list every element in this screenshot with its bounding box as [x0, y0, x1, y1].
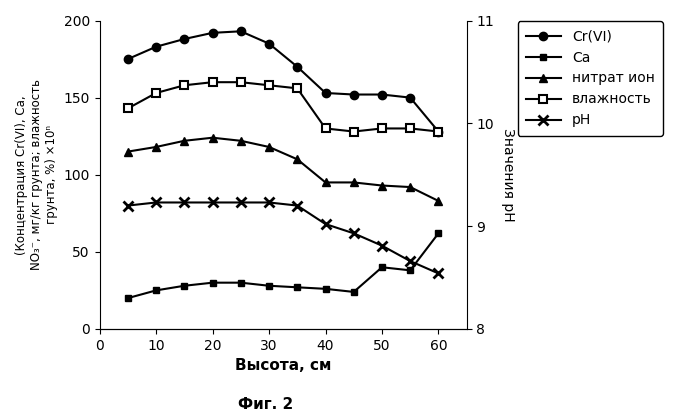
нитрат ион	[350, 180, 358, 185]
Cr(VI)	[350, 92, 358, 97]
влажность	[406, 126, 415, 131]
Line: нитрат ион: нитрат ион	[124, 133, 442, 205]
X-axis label: Высота, см: Высота, см	[235, 358, 331, 373]
Ca	[180, 283, 189, 288]
Ca	[322, 286, 330, 291]
pH	[406, 259, 415, 263]
влажность	[180, 83, 189, 88]
Ca	[237, 280, 245, 285]
Ca	[350, 290, 358, 294]
Legend: Cr(VI), Ca, нитрат ион, влажность, pH: Cr(VI), Ca, нитрат ион, влажность, pH	[518, 21, 663, 136]
Cr(VI)	[434, 129, 442, 134]
Ca	[377, 265, 386, 270]
Line: влажность: влажность	[124, 78, 442, 136]
Text: Фиг. 2: Фиг. 2	[238, 397, 294, 412]
Y-axis label: (Концентрация Cr(VI), Ca,
NO₃⁻, мг/кг грунта; влажность
грунта, %) ×10ⁿ: (Концентрация Cr(VI), Ca, NO₃⁻, мг/кг гр…	[15, 79, 58, 270]
влажность	[152, 90, 160, 95]
pH	[377, 243, 386, 248]
влажность	[265, 83, 273, 88]
Ca	[152, 288, 160, 293]
Ca	[124, 296, 132, 301]
Line: pH: pH	[123, 197, 443, 278]
Ca	[208, 280, 217, 285]
pH	[152, 200, 160, 205]
Cr(VI)	[180, 36, 189, 41]
Cr(VI)	[237, 29, 245, 34]
влажность	[350, 129, 358, 134]
Cr(VI)	[152, 44, 160, 49]
pH	[434, 271, 442, 276]
нитрат ион	[237, 138, 245, 143]
влажность	[434, 129, 442, 134]
pH	[293, 203, 301, 208]
pH	[322, 222, 330, 227]
pH	[124, 203, 132, 208]
влажность	[208, 80, 217, 85]
нитрат ион	[124, 149, 132, 154]
нитрат ион	[377, 183, 386, 188]
pH	[180, 200, 189, 205]
pH	[237, 200, 245, 205]
влажность	[237, 80, 245, 85]
Cr(VI)	[293, 64, 301, 69]
нитрат ион	[406, 185, 415, 190]
pH	[265, 200, 273, 205]
Ca	[265, 283, 273, 288]
Cr(VI)	[208, 31, 217, 36]
Ca	[293, 285, 301, 290]
влажность	[377, 126, 386, 131]
влажность	[124, 106, 132, 111]
Cr(VI)	[406, 95, 415, 100]
pH	[208, 200, 217, 205]
Line: Ca: Ca	[124, 230, 442, 301]
нитрат ион	[322, 180, 330, 185]
нитрат ион	[265, 145, 273, 150]
нитрат ион	[208, 135, 217, 140]
pH	[350, 231, 358, 236]
Cr(VI)	[322, 90, 330, 95]
Ca	[406, 268, 415, 273]
Ca	[434, 231, 442, 236]
Cr(VI)	[265, 41, 273, 46]
нитрат ион	[293, 157, 301, 162]
Cr(VI)	[124, 57, 132, 62]
влажность	[293, 86, 301, 91]
нитрат ион	[434, 199, 442, 204]
Line: Cr(VI): Cr(VI)	[124, 27, 442, 136]
нитрат ион	[180, 138, 189, 143]
Y-axis label: Значения pH: Значения pH	[501, 128, 515, 221]
нитрат ион	[152, 145, 160, 150]
влажность	[322, 126, 330, 131]
Cr(VI)	[377, 92, 386, 97]
